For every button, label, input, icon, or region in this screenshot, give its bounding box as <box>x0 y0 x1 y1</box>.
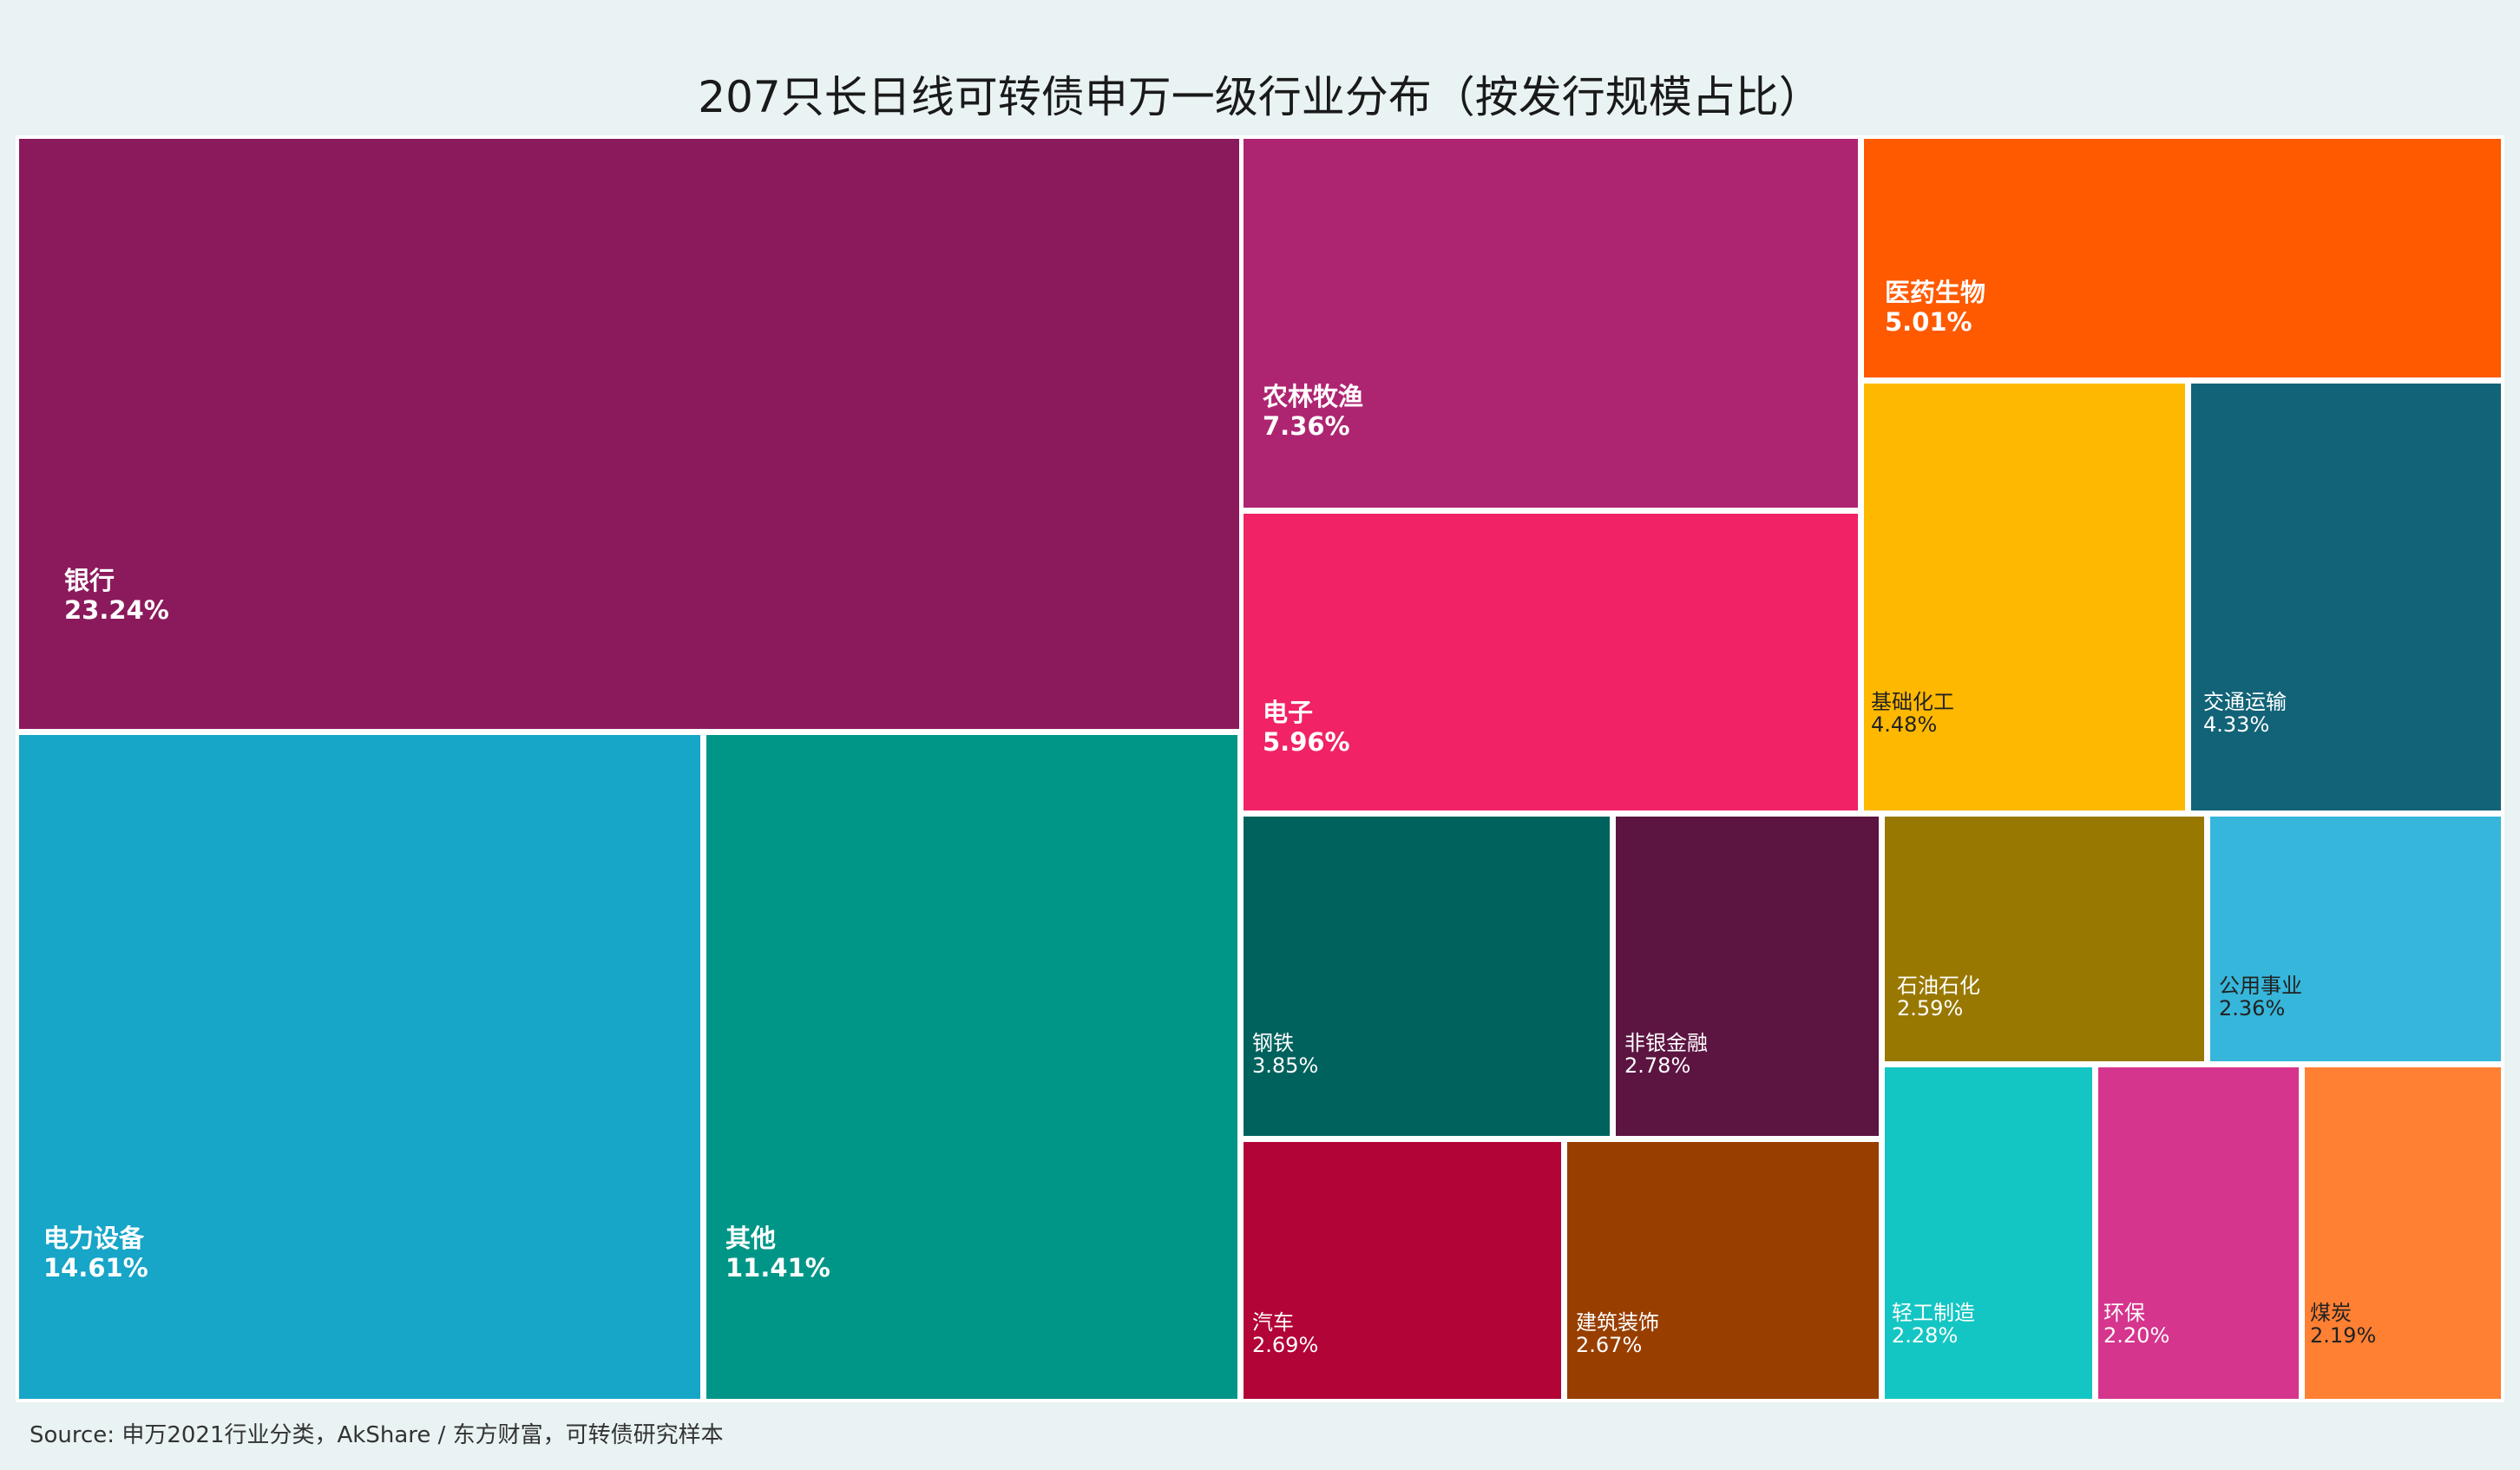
treemap-tile: 石油石化 2.59% <box>1881 813 2208 1065</box>
tile-category-label: 轻工制造 <box>1892 1301 1975 1325</box>
tile-category-label: 钢铁 <box>1252 1031 1294 1055</box>
treemap-tile: 公用事业 2.36% <box>2207 813 2504 1065</box>
source-note: Source: 申万2021行业分类，AkShare / 东方财富，可转债研究样… <box>30 1422 724 1448</box>
tile-label: 轻工制造 2.28% <box>1892 1302 1975 1347</box>
tile-label: 煤炭 2.19% <box>2310 1302 2376 1347</box>
treemap-tile: 基础化工 4.48% <box>1860 380 2189 814</box>
tile-percent-label: 2.19% <box>2310 1323 2377 1348</box>
tile-category-label: 石油石化 <box>1897 974 1980 998</box>
treemap-tile: 农林牧渔 7.36% <box>1240 135 1861 511</box>
tile-label: 医药生物 5.01% <box>1885 278 1985 337</box>
tile-label: 其他 11.41% <box>725 1224 830 1283</box>
treemap-tile: 交通运输 4.33% <box>2188 380 2504 814</box>
tile-category-label: 农林牧渔 <box>1263 382 1364 411</box>
tile-percent-label: 23.24% <box>64 595 169 625</box>
tile-category-label: 环保 <box>2103 1301 2145 1325</box>
treemap-tile: 非银金融 2.78% <box>1612 813 1882 1139</box>
treemap-tile: 钢铁 3.85% <box>1240 813 1613 1139</box>
tile-percent-label: 4.48% <box>1871 712 1938 737</box>
tile-percent-label: 2.67% <box>1576 1333 1643 1357</box>
tile-percent-label: 7.36% <box>1263 411 1350 441</box>
tile-category-label: 建筑装饰 <box>1576 1310 1659 1335</box>
tile-percent-label: 2.36% <box>2219 996 2286 1020</box>
tile-category-label: 汽车 <box>1252 1310 1294 1335</box>
tile-category-label: 交通运输 <box>2203 690 2287 714</box>
tile-label: 建筑装饰 2.67% <box>1576 1311 1659 1356</box>
tile-label: 银行 23.24% <box>64 566 169 625</box>
tile-label: 钢铁 3.85% <box>1252 1032 1318 1077</box>
tile-category-label: 医药生物 <box>1885 278 1986 307</box>
tile-percent-label: 5.01% <box>1885 307 1972 337</box>
tile-category-label: 电子 <box>1263 698 1314 727</box>
tile-percent-label: 2.69% <box>1252 1333 1319 1357</box>
chart-title: 207只长日线可转债申万一级行业分布（按发行规模占比） <box>698 72 1822 122</box>
tile-label: 电力设备 14.61% <box>43 1224 148 1283</box>
treemap-tile: 建筑装饰 2.67% <box>1564 1139 1882 1402</box>
tile-percent-label: 14.61% <box>43 1253 148 1283</box>
tile-percent-label: 2.20% <box>2103 1323 2170 1348</box>
tile-percent-label: 5.96% <box>1263 727 1350 757</box>
tile-category-label: 基础化工 <box>1871 690 1954 714</box>
tile-category-label: 公用事业 <box>2219 974 2302 998</box>
tile-percent-label: 2.28% <box>1892 1323 1959 1348</box>
tile-percent-label: 4.33% <box>2203 712 2270 737</box>
treemap-tile: 煤炭 2.19% <box>2301 1064 2504 1402</box>
treemap-tile: 银行 23.24% <box>16 135 1243 732</box>
tile-label: 电子 5.96% <box>1263 698 1350 757</box>
tile-label: 公用事业 2.36% <box>2219 975 2302 1020</box>
treemap-tile: 医药生物 5.01% <box>1860 135 2504 381</box>
treemap-tile: 电力设备 14.61% <box>16 732 704 1402</box>
treemap-tile: 汽车 2.69% <box>1240 1139 1565 1402</box>
tile-category-label: 电力设备 <box>43 1224 145 1253</box>
treemap-tile: 轻工制造 2.28% <box>1881 1064 2096 1402</box>
tile-percent-label: 3.85% <box>1252 1053 1319 1078</box>
treemap-tile: 环保 2.20% <box>2095 1064 2302 1402</box>
tile-label: 农林牧渔 7.36% <box>1263 382 1363 441</box>
tile-label: 汽车 2.69% <box>1252 1311 1318 1356</box>
tile-percent-label: 2.78% <box>1624 1053 1691 1078</box>
tile-category-label: 非银金融 <box>1624 1031 1708 1055</box>
tile-label: 交通运输 4.33% <box>2203 691 2287 736</box>
treemap-tile: 电子 5.96% <box>1240 510 1861 814</box>
tile-label: 基础化工 4.48% <box>1871 691 1954 736</box>
tile-category-label: 煤炭 <box>2310 1301 2352 1325</box>
tile-category-label: 其他 <box>725 1224 777 1253</box>
tile-percent-label: 11.41% <box>725 1253 830 1283</box>
treemap-tile: 其他 11.41% <box>703 732 1241 1402</box>
tile-category-label: 银行 <box>64 566 115 595</box>
tile-label: 环保 2.20% <box>2103 1302 2169 1347</box>
tile-label: 石油石化 2.59% <box>1897 975 1980 1020</box>
tile-label: 非银金融 2.78% <box>1624 1032 1708 1077</box>
tile-percent-label: 2.59% <box>1897 996 1964 1020</box>
